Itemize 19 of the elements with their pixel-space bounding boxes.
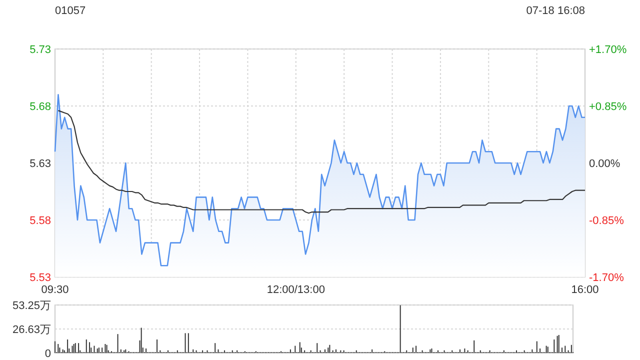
y-tick-label: 5.68 — [30, 101, 51, 113]
y2-tick-label: -0.85% — [589, 215, 624, 227]
x-tick-label: 12:00/13:00 — [266, 284, 325, 296]
y2-tick-label: 0.00% — [589, 158, 620, 170]
y-tick-label: 5.73 — [30, 44, 51, 56]
y-tick-label: 53.25万 — [12, 300, 51, 312]
y-tick-label: 26.63万 — [12, 324, 51, 336]
y-tick-label: 5.58 — [30, 215, 51, 227]
y2-tick-label: +0.85% — [589, 101, 627, 113]
y-tick-label: 5.53 — [30, 272, 51, 284]
x-tick-label: 16:00 — [571, 284, 599, 296]
x-tick-label: 09:30 — [41, 284, 69, 296]
y-tick-label: 5.63 — [30, 158, 51, 170]
y-tick-label: 0 — [44, 348, 51, 360]
chart-title: 01057 — [55, 5, 86, 17]
y2-tick-label: -1.70% — [589, 272, 624, 284]
y2-tick-label: +1.70% — [589, 44, 627, 56]
line-series — [58, 110, 586, 214]
text: 07-18 16:08 — [526, 5, 585, 17]
